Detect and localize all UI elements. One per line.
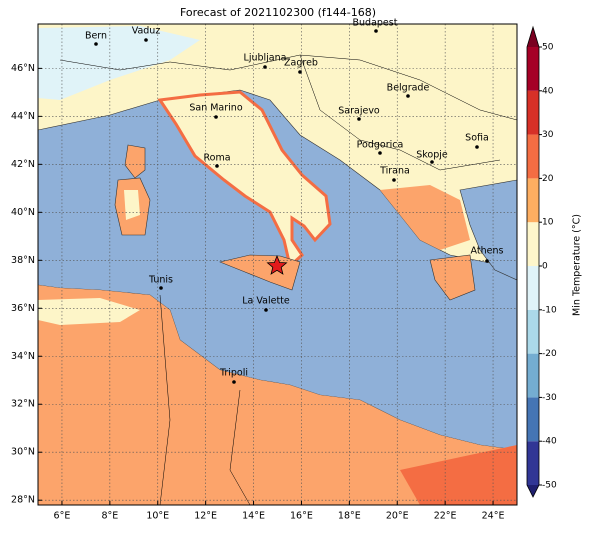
colorbar-tick-label: -30 (542, 393, 557, 403)
colorbar-band (527, 353, 539, 398)
city-label: Vaduz (132, 26, 161, 37)
city-label: Podgorica (357, 140, 404, 151)
title: Forecast of 2021102300 (f144-168) (180, 6, 376, 19)
city-label: Sarajevo (338, 106, 380, 117)
borders (59, 54, 517, 505)
x-tick-label: 24°E (482, 511, 505, 522)
city-label: Sofia (465, 133, 489, 144)
city-label: Skopje (416, 150, 448, 161)
colorbar: -50 -40 -30 -20 -10 0 10 20 30 40 50 (526, 25, 557, 498)
colorbar-tick-label: 20 (542, 174, 554, 184)
cold-area (38, 26, 200, 100)
colorbar-band (527, 47, 539, 91)
city-label: Zagreb (284, 58, 318, 69)
colorbar-band (527, 441, 539, 485)
colorbar-band (527, 309, 539, 354)
city-label: Tunis (148, 275, 173, 286)
city-label: Belgrade (387, 83, 430, 94)
city-dot (392, 178, 396, 182)
cities: Bern Vaduz Budapest Ljubljana Zagreb Bel… (85, 18, 504, 384)
x-tick-label: 12°E (194, 511, 217, 522)
colorbar-extend-low (527, 485, 539, 497)
city-label: Tripoli (219, 368, 248, 379)
city-dot (485, 259, 489, 263)
colorbar-band (527, 178, 539, 223)
location-star (266, 254, 288, 275)
city-label: Budapest (353, 18, 398, 29)
x-tick-label: 14°E (242, 511, 265, 522)
x-tick-label: 20°E (386, 511, 409, 522)
city-dot (298, 70, 302, 74)
sardinia-inner (124, 190, 140, 220)
city-dot (264, 308, 268, 312)
colorbar-band (527, 90, 539, 135)
city-dot (232, 380, 236, 384)
city-dot (144, 38, 148, 42)
colorbar-band (527, 134, 539, 179)
colorbar-band (527, 397, 539, 442)
city-dot (215, 164, 219, 168)
y-tick-label: 40°N (11, 207, 35, 218)
colorbar-tick-label: -20 (542, 349, 557, 359)
colorbar-tick-label: 40 (542, 86, 554, 96)
city-dot (374, 29, 378, 33)
x-tick-label: 8°E (101, 511, 118, 522)
city-label: Bern (85, 31, 107, 42)
map-frame (37, 23, 518, 506)
colorbar-label: Min Temperature (°C) (572, 214, 583, 316)
y-tick-label: 46°N (11, 63, 35, 74)
y-tick-label: 42°N (11, 159, 35, 170)
africa-mild (38, 298, 140, 325)
colorbar-tick-label: 0 (542, 262, 548, 272)
city-label: Ljubljana (244, 53, 287, 64)
y-tick-label: 44°N (11, 111, 35, 122)
africa-warm (400, 445, 517, 505)
city-dot (357, 117, 361, 121)
x-tick-label: 22°E (434, 511, 457, 522)
x-tick-label: 10°E (146, 511, 169, 522)
city-label: Athens (471, 246, 504, 257)
colorbar-tick-label: 50 (542, 43, 554, 53)
y-tick-label: 30°N (11, 447, 35, 458)
corsica (124, 144, 146, 179)
colorbar-tick-label: 10 (542, 218, 554, 228)
colorbar-tick-label: 30 (542, 130, 554, 140)
city-label: Roma (203, 153, 230, 164)
city-dot (475, 145, 479, 149)
colorbar-extend-high (527, 27, 539, 47)
city-label: Tirana (379, 166, 410, 177)
city-dot (406, 94, 410, 98)
greece (380, 185, 470, 250)
city-dot (159, 286, 163, 290)
y-tick-label: 38°N (11, 255, 35, 266)
peloponnese (429, 254, 476, 301)
city-dot (94, 42, 98, 46)
city-label: La Valette (242, 296, 290, 307)
colorbar-tick-label: -10 (542, 305, 557, 315)
colorbar-band (527, 266, 539, 310)
y-tick-label: 36°N (11, 303, 35, 314)
x-tick-label: 18°E (338, 511, 361, 522)
x-tick-label: 6°E (54, 511, 71, 522)
colorbar-tick-label: -50 (542, 481, 557, 491)
colorbar-band (527, 222, 539, 266)
city-dot (214, 115, 218, 119)
city-dot (430, 160, 434, 164)
city-dot (263, 65, 267, 69)
y-tick-label: 28°N (11, 495, 35, 506)
aegean (459, 179, 517, 281)
colorbar-tick-label: -40 (542, 437, 557, 447)
y-tick-label: 32°N (11, 399, 35, 410)
y-tick-label: 34°N (11, 351, 35, 362)
italy (157, 90, 332, 269)
x-tick-label: 16°E (290, 511, 313, 522)
city-dot (378, 151, 382, 155)
grid: 6°E 8°E 10°E 12°E 14°E 16°E 18°E 20°E 22°E 24°E 28… (11, 24, 517, 522)
city-label: San Marino (189, 103, 242, 114)
